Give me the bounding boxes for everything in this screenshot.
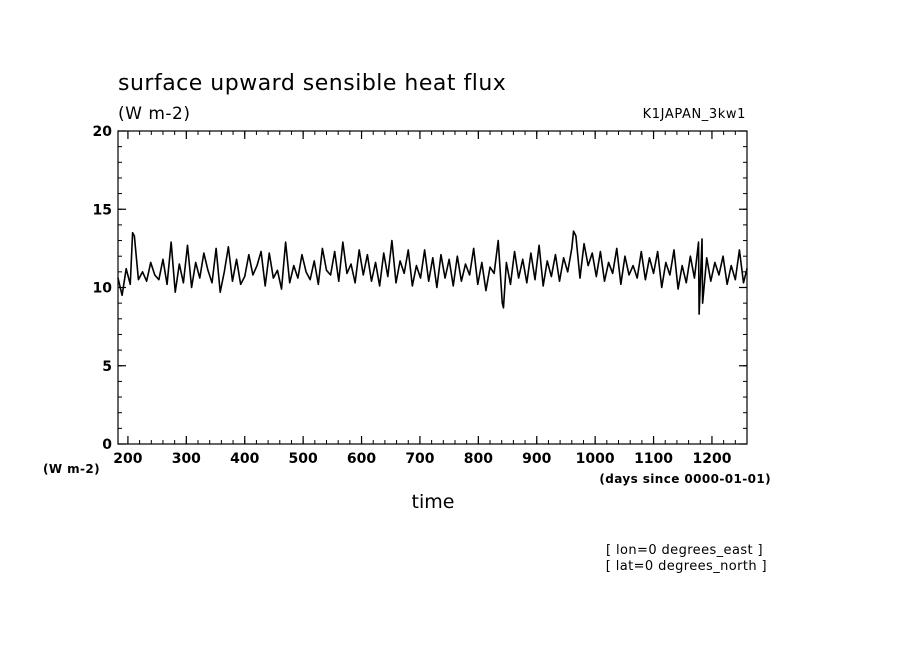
- x-axis-units: (days since 0000-01-01): [599, 472, 771, 486]
- x-tick-label: 600: [347, 451, 376, 467]
- y-tick-label: 15: [93, 202, 112, 218]
- x-tick-label: 1000: [576, 451, 615, 467]
- x-tick-label: 500: [289, 451, 318, 467]
- y-tick-labels: 0 5 10 15 20: [93, 124, 113, 453]
- x-tick-labels: 200 300 400 500 600 700 800 900 1000 1100 1200: [113, 451, 731, 467]
- latitude-note: [ lat=0 degrees_north ]: [606, 559, 767, 574]
- x-tick-label: 1100: [634, 451, 673, 467]
- x-tick-label: 200: [113, 451, 142, 467]
- x-tick-label: 400: [230, 451, 259, 467]
- x-tick-label: 800: [464, 451, 493, 467]
- longitude-note: [ lon=0 degrees_east ]: [606, 543, 763, 558]
- x-tick-label: 900: [522, 451, 551, 467]
- y-tick-label: 0: [102, 437, 112, 453]
- chart-title: surface upward sensible heat flux: [118, 71, 506, 96]
- y-tick-label: 20: [93, 124, 113, 140]
- series-layer: [117, 230, 748, 315]
- x-tick-label: 300: [172, 451, 201, 467]
- major-ticks: [118, 130, 747, 445]
- x-axis-label: time: [412, 491, 455, 513]
- y-tick-label: 10: [93, 281, 113, 297]
- x-tick-label: 700: [405, 451, 434, 467]
- series-line: [117, 230, 748, 315]
- x-tick-label: 1200: [692, 451, 731, 467]
- chart-subtitle: (W m-2): [118, 104, 191, 124]
- dataset-label: K1JAPAN_3kw1: [643, 107, 746, 122]
- y-tick-label: 5: [102, 359, 112, 375]
- y-axis-units: (W m-2): [43, 462, 100, 476]
